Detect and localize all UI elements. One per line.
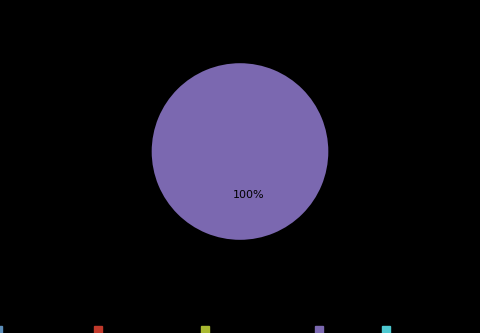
Wedge shape bbox=[152, 63, 328, 240]
Text: 100%: 100% bbox=[233, 189, 265, 199]
Legend: Wages & Salaries, Employee Benefits, Operating Expenses, Safety Net, Grants & Su: Wages & Salaries, Employee Benefits, Ope… bbox=[0, 321, 480, 333]
